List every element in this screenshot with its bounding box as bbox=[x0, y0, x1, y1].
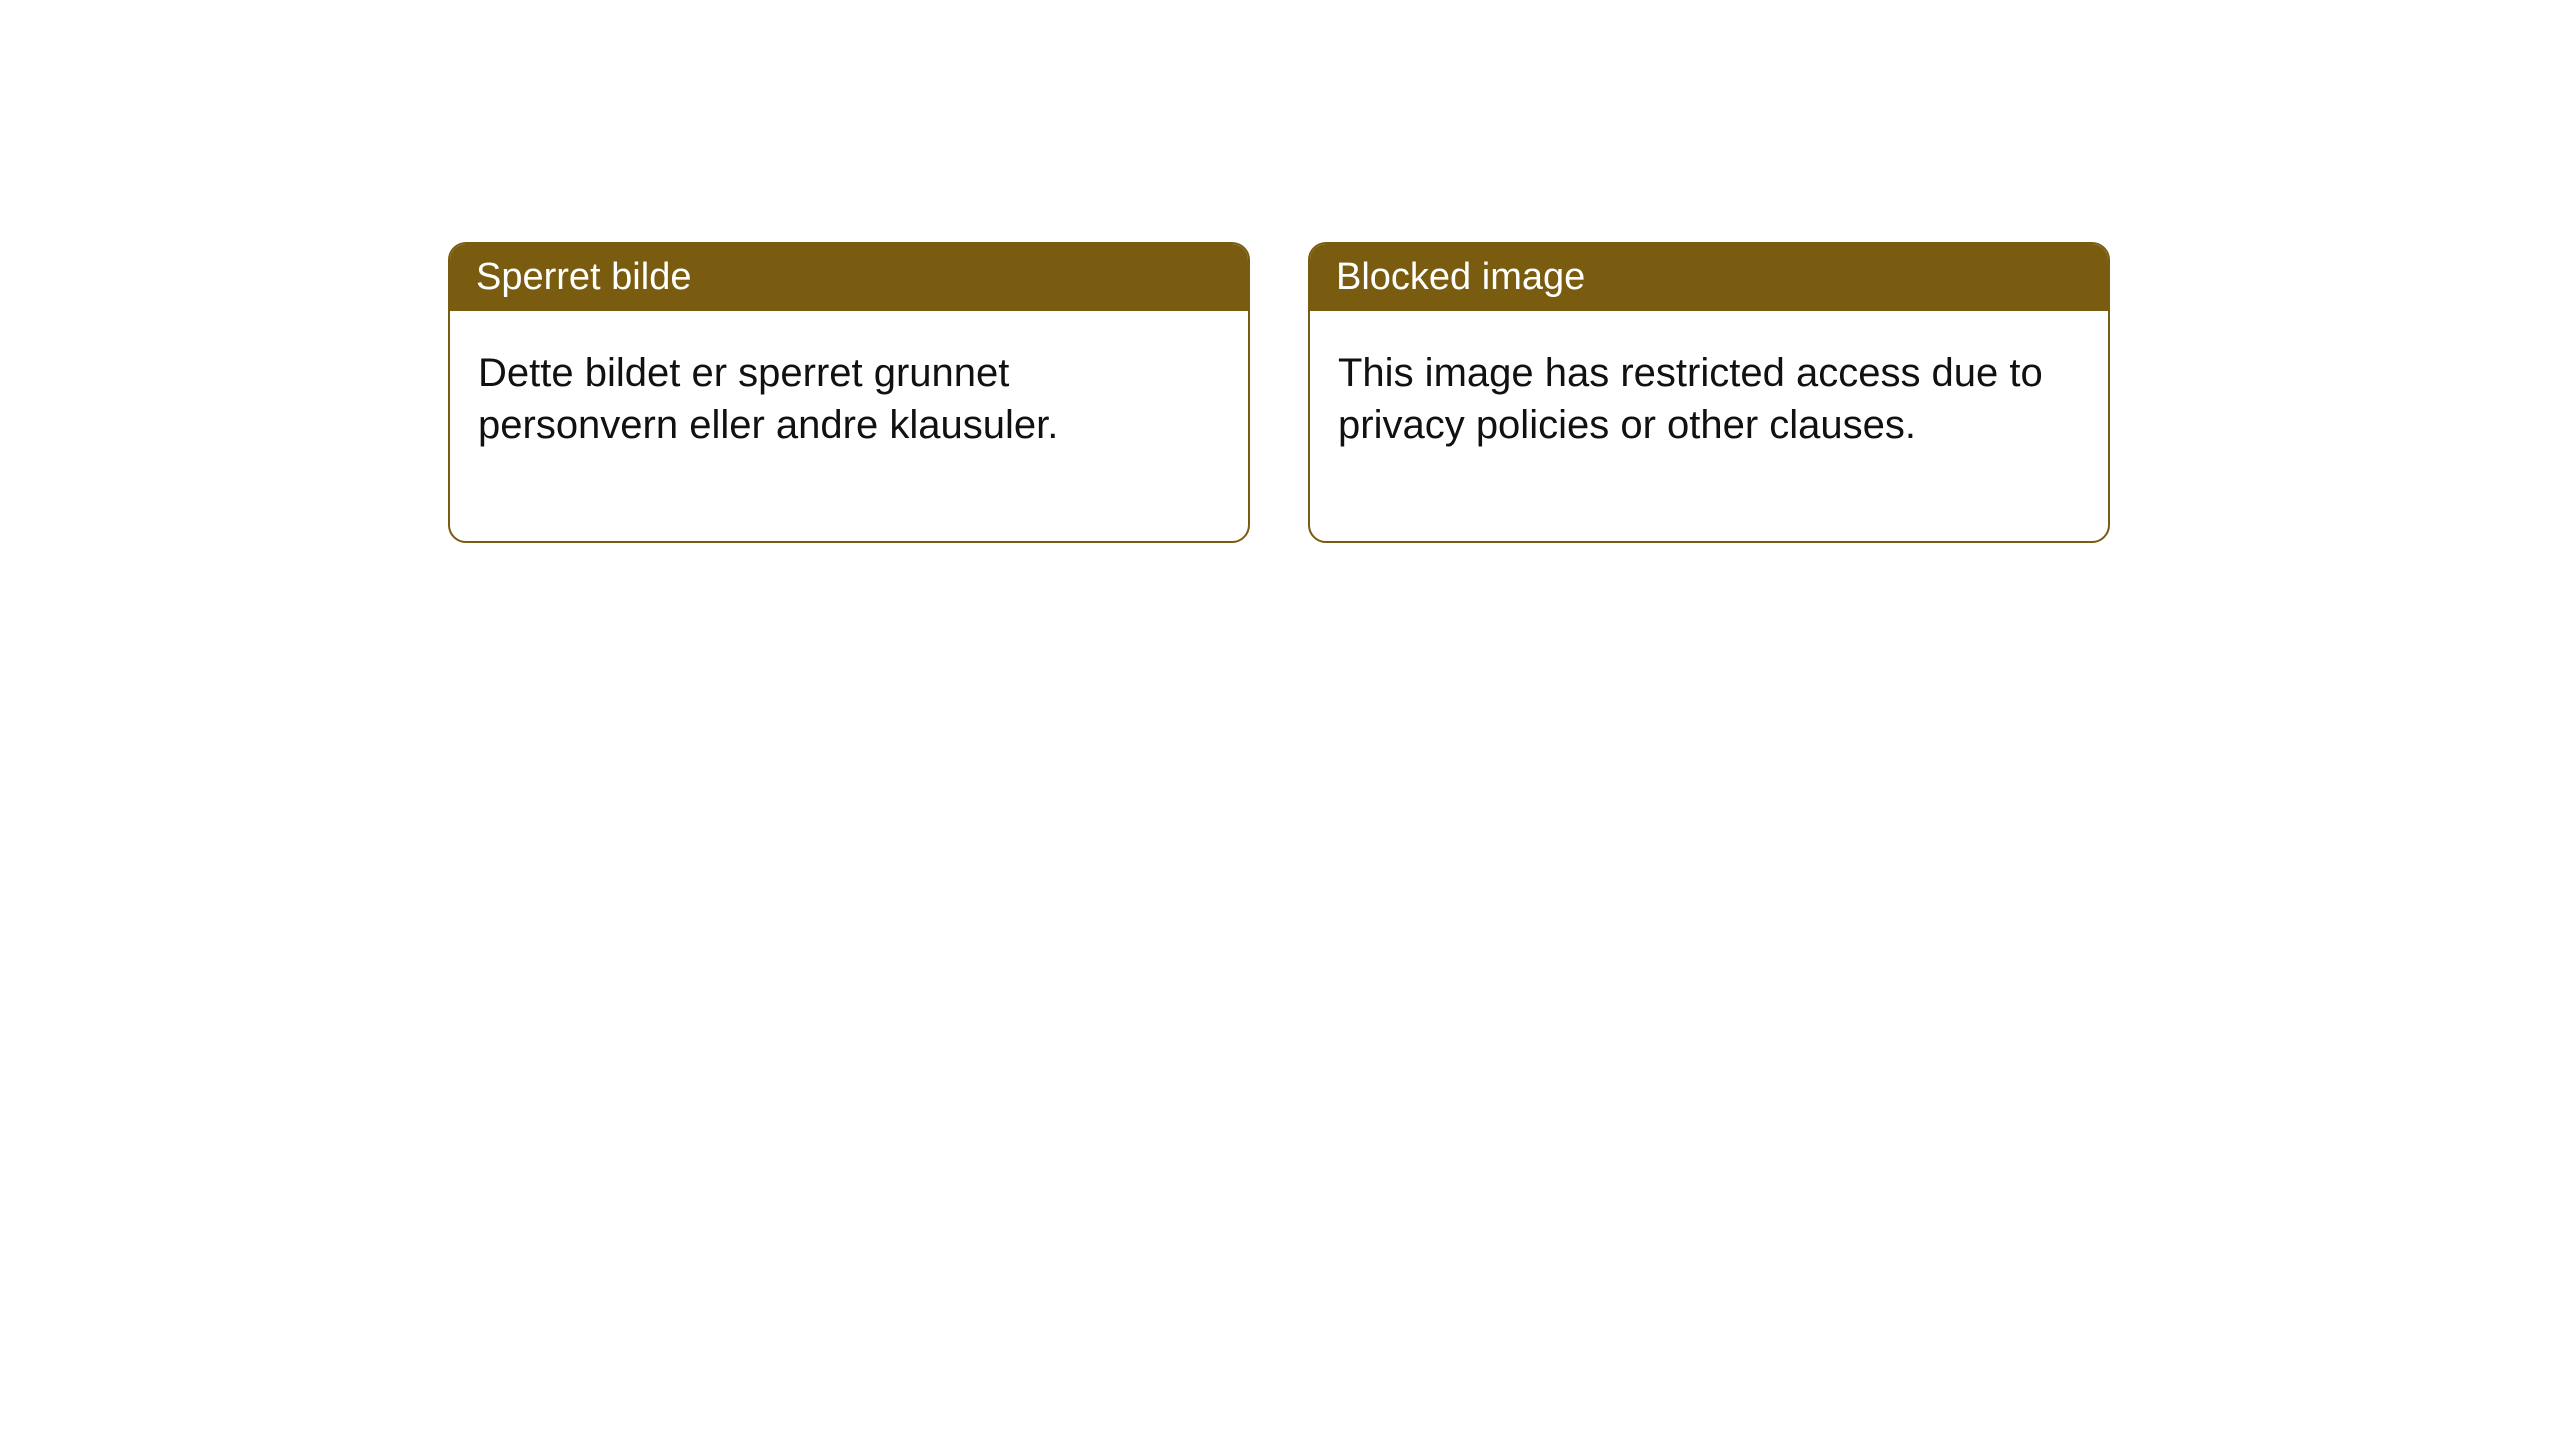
card-body-text: Dette bildet er sperret grunnet personve… bbox=[478, 351, 1058, 447]
card-body: This image has restricted access due to … bbox=[1310, 311, 2108, 541]
card-header-text: Sperret bilde bbox=[476, 256, 691, 298]
blocked-image-card-no: Sperret bilde Dette bildet er sperret gr… bbox=[448, 242, 1250, 543]
blocked-image-card-en: Blocked image This image has restricted … bbox=[1308, 242, 2110, 543]
cards-container: Sperret bilde Dette bildet er sperret gr… bbox=[448, 242, 2110, 543]
card-header-text: Blocked image bbox=[1336, 256, 1585, 298]
card-body: Dette bildet er sperret grunnet personve… bbox=[450, 311, 1248, 541]
card-header: Sperret bilde bbox=[450, 244, 1248, 311]
card-body-text: This image has restricted access due to … bbox=[1338, 351, 2043, 447]
card-header: Blocked image bbox=[1310, 244, 2108, 311]
